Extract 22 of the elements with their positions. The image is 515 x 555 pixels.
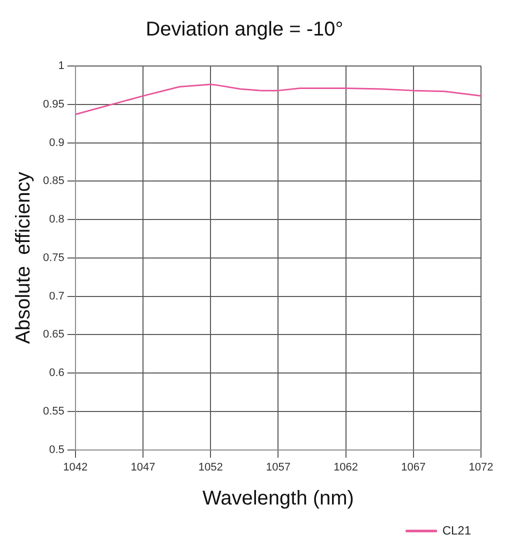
y-axis-title: Absolute efficiency: [12, 172, 35, 344]
x-tick-label: 1042: [63, 461, 88, 474]
y-tick-label: 0.5: [49, 444, 64, 456]
y-tick-label: 0.75: [42, 252, 64, 264]
y-tick-label: 1: [58, 60, 64, 72]
x-tick-label: 1072: [468, 461, 494, 474]
y-tick-label: 0.85: [42, 175, 64, 188]
x-tick-label: 1052: [198, 461, 223, 474]
y-tick-label: 0.65: [42, 328, 64, 341]
y-tick-label: 0.55: [42, 405, 64, 418]
x-tick-label: 1067: [401, 461, 426, 474]
x-tick-label: 1062: [334, 461, 358, 474]
y-tick-label: 0.7: [49, 290, 64, 302]
y-tick-label: 0.6: [49, 367, 64, 380]
x-tick-label: 1047: [130, 461, 156, 474]
chart-title: Deviation angle = -10°: [146, 18, 344, 41]
x-tick-label: 1057: [266, 461, 290, 474]
y-tick-label: 0.8: [49, 214, 64, 226]
x-axis-title: Wavelength (nm): [202, 488, 354, 510]
y-tick-label: 0.9: [49, 136, 64, 149]
y-tick-label: 0.95: [42, 98, 64, 110]
legend-label: CL21: [442, 523, 472, 538]
